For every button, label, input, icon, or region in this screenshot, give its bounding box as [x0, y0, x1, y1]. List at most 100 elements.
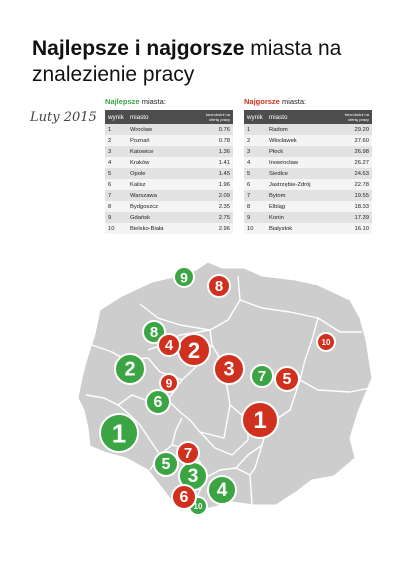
worst-rank-cell: 5	[244, 168, 266, 179]
worst-marker-circle	[157, 333, 181, 357]
best-marker-label: 1	[112, 419, 126, 449]
best-table-row: 1 Wrocław 0.76	[105, 124, 233, 135]
best-col-miasto: miasto	[127, 110, 193, 124]
best-city-cell: Kalisz	[127, 179, 193, 190]
worst-table-header-row: wynik miasto bezrobotni na ofertę pracy	[244, 110, 372, 124]
worst-marker-circle	[159, 373, 179, 393]
worst-table-heading: Najgorsze miasta:	[244, 97, 372, 106]
best-table-row: 2 Poznań 0.78	[105, 135, 233, 146]
worst-table-row: 8 Elbląg 18.33	[244, 201, 372, 212]
worst-marker-circle	[176, 441, 200, 465]
worst-col-wynik: wynik	[244, 110, 266, 124]
best-marker-7: 7	[250, 364, 274, 388]
worst-marker-4: 4	[157, 333, 181, 357]
best-marker-label: 4	[217, 480, 228, 501]
worst-marker-label: 7	[184, 445, 192, 462]
best-rank-cell: 6	[105, 179, 127, 190]
worst-heading-highlight: Najgorsze	[244, 97, 280, 106]
best-city-cell: Warszawa	[127, 190, 193, 201]
best-city-cell: Gdańsk	[127, 212, 193, 223]
best-marker-label: 3	[188, 466, 199, 487]
worst-ratio-cell: 16.10	[332, 223, 372, 234]
worst-city-cell: Jastrzębie-Zdrój	[266, 179, 332, 190]
worst-table-row: 3 Płock 26.98	[244, 146, 372, 157]
worst-marker-label: 6	[180, 489, 189, 506]
best-marker-4: 4	[207, 475, 237, 505]
best-col-wynik: wynik	[105, 110, 127, 124]
best-city-cell: Poznań	[127, 135, 193, 146]
best-marker-label: 2	[124, 359, 135, 381]
worst-rank-cell: 2	[244, 135, 266, 146]
worst-city-cell: Konin	[266, 212, 332, 223]
best-table-row: 9 Gdańsk 2.75	[105, 212, 233, 223]
worst-ratio-cell: 29.20	[332, 124, 372, 135]
best-city-cell: Bielsko-Biała	[127, 223, 193, 234]
best-heading-rest: miasta:	[139, 97, 166, 106]
worst-ratio-cell: 26.27	[332, 157, 372, 168]
worst-city-cell: Włocławek	[266, 135, 332, 146]
worst-table-row: 10 Białystok 16.10	[244, 223, 372, 234]
worst-marker-label: 1	[253, 407, 266, 434]
worst-rank-cell: 6	[244, 179, 266, 190]
worst-table-row: 9 Konin 17.39	[244, 212, 372, 223]
worst-marker-6: 6	[171, 484, 197, 510]
best-city-cell: Kraków	[127, 157, 193, 168]
best-marker-8: 8	[142, 320, 166, 344]
worst-table-row: 2 Włocławek 27.60	[244, 135, 372, 146]
best-marker-circle	[250, 364, 274, 388]
worst-marker-circle	[274, 366, 300, 392]
best-marker-label: 9	[180, 270, 188, 286]
worst-marker-5: 5	[274, 366, 300, 392]
border-lodzkie	[167, 399, 231, 439]
worst-ratio-cell: 17.39	[332, 212, 372, 223]
title-bold: Najlepsze i najgorsze	[32, 37, 245, 60]
best-marker-6: 6	[145, 389, 171, 415]
best-cities-table: Najlepsze miasta: wynik miasto bezrobotn…	[105, 97, 233, 234]
best-table-body: 1 Wrocław 0.76 2 Poznań 0.78 3 Katowice 1.36 4 Kra…	[105, 124, 233, 234]
border-opolskie-east	[159, 417, 183, 456]
worst-table-row: 6 Jastrzębie-Zdrój 22.78	[244, 179, 372, 190]
best-city-cell: Wrocław	[127, 124, 193, 135]
worst-heading-rest: miasta:	[279, 97, 307, 106]
best-rank-cell: 8	[105, 201, 127, 212]
worst-col-miasto: miasto	[266, 110, 332, 124]
worst-ratio-cell: 24.63	[332, 168, 372, 179]
best-ratio-cell: 1.96	[193, 179, 233, 190]
worst-table: wynik miasto bezrobotni na ofertę pracy …	[244, 110, 372, 234]
best-city-cell: Bydgoszcz	[127, 201, 193, 212]
page-title: Najlepsze i najgorsze miasta na znalezie…	[32, 36, 382, 88]
worst-rank-cell: 4	[244, 157, 266, 168]
best-col-ratio: bezrobotni na ofertę pracy	[193, 110, 233, 124]
best-marker-circle	[114, 353, 146, 385]
worst-table-row: 7 Bytom 19.55	[244, 190, 372, 201]
best-marker-circle	[153, 451, 179, 477]
best-table-row: 3 Katowice 1.36	[105, 146, 233, 157]
best-rank-cell: 10	[105, 223, 127, 234]
best-marker-circle	[173, 266, 195, 288]
worst-rank-cell: 8	[244, 201, 266, 212]
worst-ratio-cell: 18.33	[332, 201, 372, 212]
border-podkarpackie-north	[235, 444, 263, 469]
best-ratio-cell: 2.09	[193, 190, 233, 201]
best-marker-circle	[145, 389, 171, 415]
best-marker-9: 9	[173, 266, 195, 288]
best-ratio-cell: 0.76	[193, 124, 233, 135]
worst-marker-circle	[207, 274, 231, 298]
best-table-row: 4 Kraków 1.41	[105, 157, 233, 168]
best-ratio-cell: 2.96	[193, 223, 233, 234]
worst-table-row: 1 Radom 29.20	[244, 124, 372, 135]
best-marker-circle	[142, 320, 166, 344]
border-warminsko-south	[239, 299, 362, 333]
worst-city-cell: Bytom	[266, 190, 332, 201]
worst-marker-label: 3	[223, 359, 234, 381]
worst-ratio-cell: 19.55	[332, 190, 372, 201]
best-ratio-cell: 1.36	[193, 146, 233, 157]
best-table: wynik miasto bezrobotni na ofertę pracy …	[105, 110, 233, 234]
poland-land	[77, 261, 373, 511]
worst-city-cell: Radom	[266, 124, 332, 135]
worst-table-row: 4 Inowrocław 26.27	[244, 157, 372, 168]
worst-marker-label: 2	[188, 338, 200, 363]
best-rank-cell: 1	[105, 124, 127, 135]
worst-marker-circle	[213, 353, 245, 385]
